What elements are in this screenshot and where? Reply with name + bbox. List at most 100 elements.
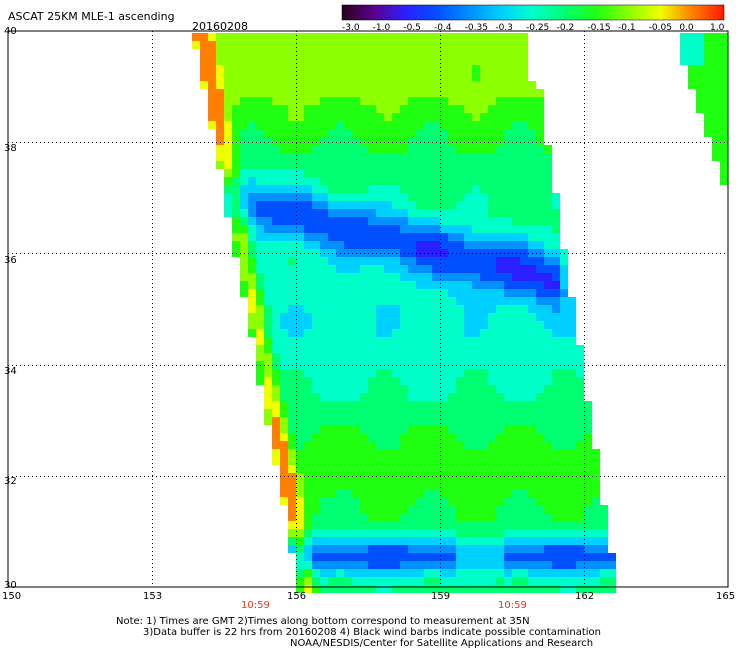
data-cell [456, 121, 464, 129]
data-cell [496, 113, 504, 121]
data-cell [288, 377, 296, 385]
data-cell [392, 305, 400, 313]
data-cell [280, 441, 288, 449]
data-cell [376, 281, 384, 289]
data-cell [344, 457, 352, 465]
data-cell [272, 89, 280, 97]
data-cell [336, 385, 344, 393]
data-cell [560, 305, 568, 313]
data-cell [376, 73, 384, 81]
data-cell [328, 49, 336, 57]
data-cell [504, 313, 512, 321]
data-cell [576, 345, 584, 353]
data-cell [448, 241, 456, 249]
data-cell [304, 353, 312, 361]
data-cell [520, 265, 528, 273]
data-cell [352, 73, 360, 81]
data-cell [488, 377, 496, 385]
data-cell [544, 321, 552, 329]
colorbar [341, 4, 725, 21]
data-cell [600, 529, 608, 537]
data-cell [232, 137, 240, 145]
data-cell [360, 425, 368, 433]
data-cell [408, 353, 416, 361]
data-cell [408, 585, 416, 593]
data-cell [416, 409, 424, 417]
data-cell [200, 41, 208, 49]
data-cell [520, 489, 528, 497]
data-cell [272, 369, 280, 377]
data-cell [328, 537, 336, 545]
data-cell [264, 105, 272, 113]
data-cell [560, 385, 568, 393]
data-cell [536, 369, 544, 377]
data-cell [416, 257, 424, 265]
data-cell [424, 185, 432, 193]
data-cell [368, 481, 376, 489]
data-cell [304, 169, 312, 177]
data-cell [560, 553, 568, 561]
data-cell [512, 433, 520, 441]
data-cell [512, 353, 520, 361]
data-cell [256, 41, 264, 49]
data-cell [496, 385, 504, 393]
data-cell [280, 377, 288, 385]
data-cell [520, 241, 528, 249]
data-cell [392, 217, 400, 225]
data-cell [336, 345, 344, 353]
data-cell [232, 113, 240, 121]
data-cell [448, 217, 456, 225]
data-cell [280, 321, 288, 329]
data-cell [368, 209, 376, 217]
data-cell [344, 305, 352, 313]
data-cell [360, 529, 368, 537]
data-cell [536, 233, 544, 241]
data-cell [360, 369, 368, 377]
data-cell [288, 273, 296, 281]
data-cell [424, 265, 432, 273]
data-cell [520, 81, 528, 89]
data-cell [424, 201, 432, 209]
data-cell [528, 409, 536, 417]
data-cell [496, 393, 504, 401]
data-cell [424, 177, 432, 185]
data-cell [392, 505, 400, 513]
colorbar-label: -0.15 [587, 23, 611, 33]
data-cell [512, 241, 520, 249]
data-cell [472, 185, 480, 193]
data-cell [536, 169, 544, 177]
data-cell [496, 561, 504, 569]
data-cell [304, 433, 312, 441]
data-cell [272, 441, 280, 449]
map-date: 20160208 [192, 20, 248, 33]
data-cell [576, 489, 584, 497]
data-cell [296, 121, 304, 129]
data-cell [576, 481, 584, 489]
data-cell [248, 273, 256, 281]
data-cell [280, 177, 288, 185]
data-cell [392, 145, 400, 153]
data-cell [360, 465, 368, 473]
data-cell [424, 329, 432, 337]
data-cell [344, 401, 352, 409]
data-cell [264, 145, 272, 153]
data-cell [472, 297, 480, 305]
data-cell [352, 481, 360, 489]
data-cell [712, 41, 720, 49]
data-cell [504, 561, 512, 569]
data-cell [400, 265, 408, 273]
data-cell [312, 385, 320, 393]
data-cell [304, 113, 312, 121]
data-cell [568, 369, 576, 377]
data-cell [352, 201, 360, 209]
data-cell [544, 217, 552, 225]
data-cell [480, 489, 488, 497]
data-cell [336, 305, 344, 313]
data-cell [360, 137, 368, 145]
data-cell [376, 465, 384, 473]
data-cell [240, 137, 248, 145]
data-cell [704, 81, 712, 89]
data-cell [512, 33, 520, 41]
data-cell [424, 529, 432, 537]
data-cell [376, 409, 384, 417]
